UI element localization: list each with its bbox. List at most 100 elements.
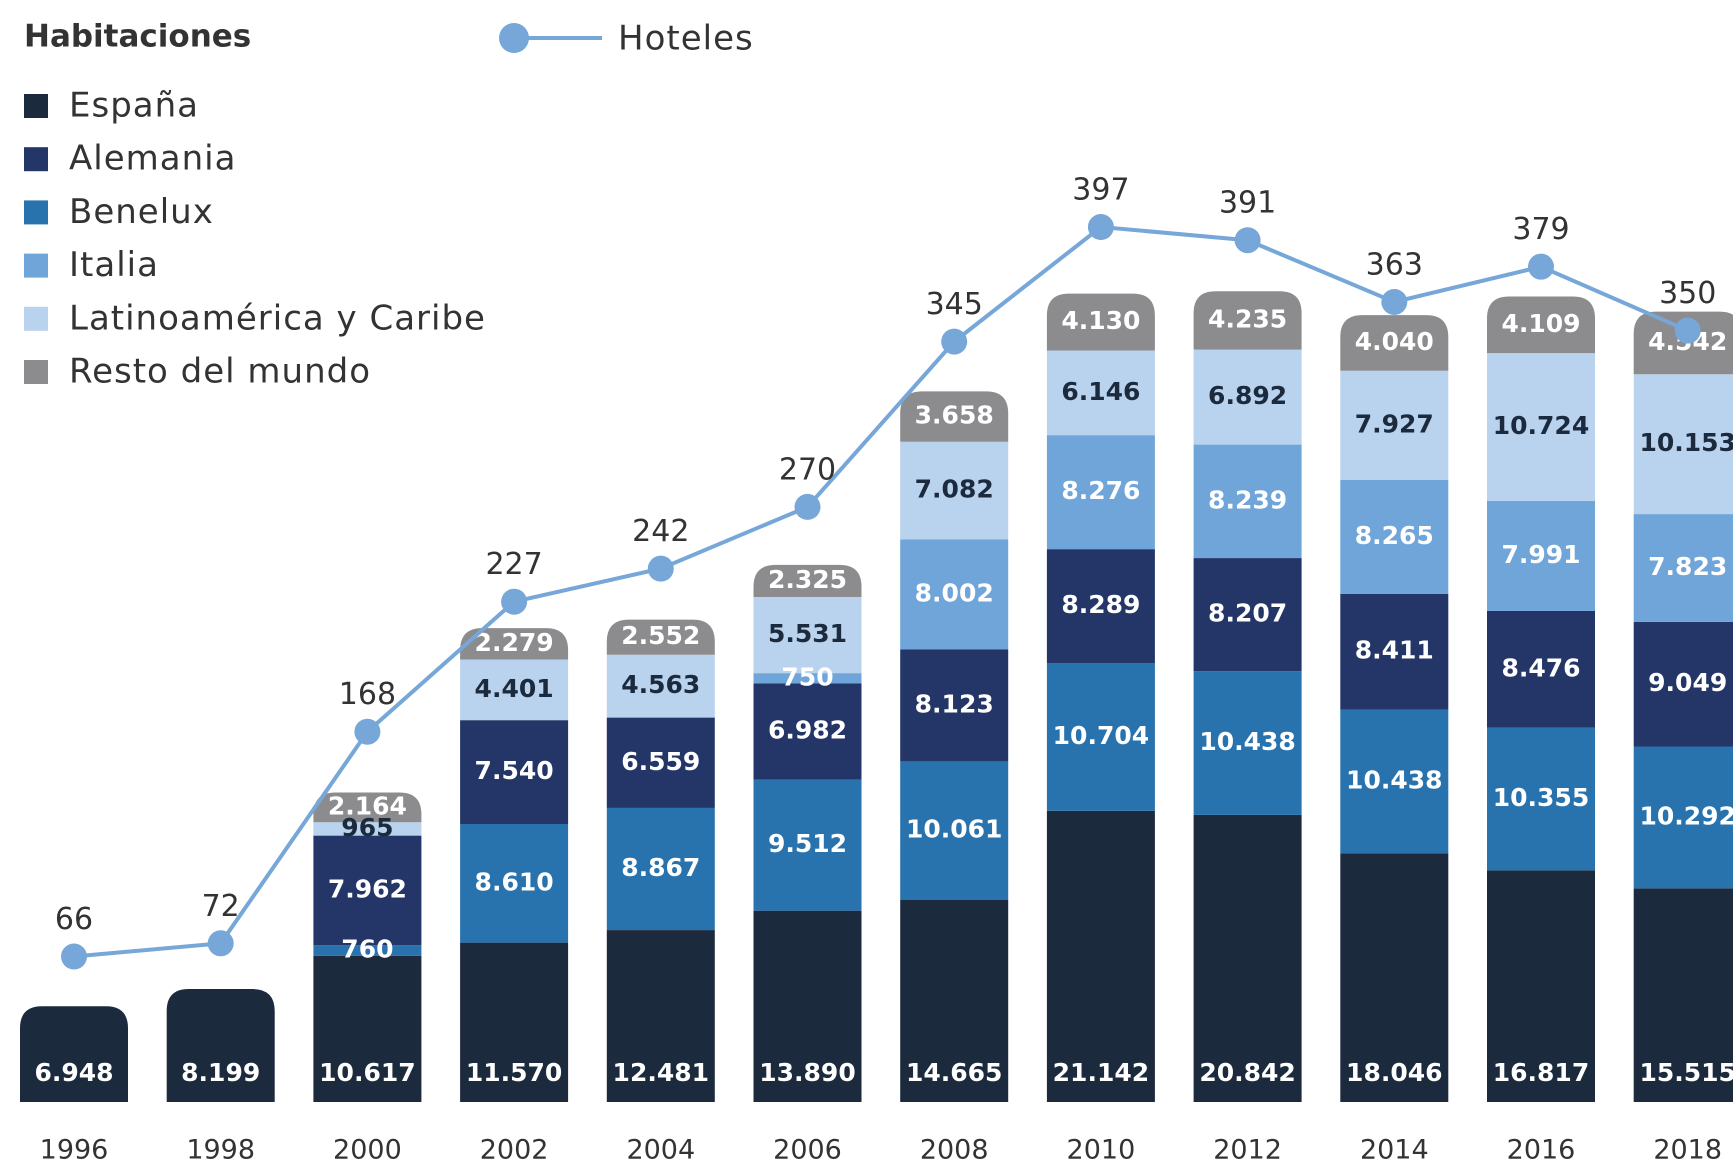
bar-segment (1633, 888, 1733, 1102)
bar-segment (753, 596, 862, 674)
point-label: 363 (1366, 247, 1423, 282)
bar-segment (900, 649, 1009, 762)
value-label: 21.142 (1053, 1058, 1149, 1087)
point-label: 168 (339, 677, 396, 712)
bar-segment (753, 673, 862, 684)
value-label: 7.991 (1501, 540, 1580, 569)
x-tick-label: 2012 (1213, 1135, 1282, 1166)
bar-segment (1046, 350, 1155, 436)
value-label: 14.665 (906, 1058, 1002, 1087)
bar-segment (313, 835, 422, 946)
legend-label: Resto del mundo (69, 352, 371, 392)
value-label: 8.289 (1061, 590, 1140, 619)
point-label: 350 (1659, 276, 1716, 311)
bar-segment (1340, 709, 1449, 854)
value-label: 7.540 (475, 756, 554, 785)
value-label: 8.867 (621, 853, 700, 882)
bar-segment (900, 441, 1009, 540)
value-label: 8.199 (181, 1058, 260, 1087)
bar-segment (460, 824, 569, 943)
legend-swatch (24, 253, 48, 278)
value-label: 7.962 (328, 874, 407, 903)
x-tick-label: 2016 (1507, 1135, 1576, 1166)
bar-segment (900, 391, 1009, 442)
value-label: 2.325 (768, 565, 847, 594)
bar-segment (1487, 870, 1595, 1102)
value-label: 965 (341, 813, 393, 842)
legend-swatch (24, 147, 48, 172)
value-label: 16.817 (1493, 1058, 1589, 1087)
value-label: 12.481 (613, 1058, 709, 1087)
bar-segment (1487, 727, 1595, 871)
bar-segment (460, 628, 569, 660)
value-label: 2.279 (475, 628, 554, 657)
bar-segment (1193, 671, 1302, 815)
bar-segment (1046, 435, 1155, 550)
point-label: 72 (202, 889, 240, 924)
bar-segment (1340, 315, 1449, 371)
bar-segment (1193, 349, 1302, 445)
x-tick-label: 2002 (480, 1135, 549, 1166)
x-tick-label: 2000 (333, 1135, 402, 1166)
line-point (1381, 288, 1408, 315)
x-tick-label: 2014 (1360, 1135, 1429, 1166)
bar-segment (606, 717, 715, 808)
bar-segment (1633, 514, 1733, 622)
x-tick-label: 2006 (773, 1135, 842, 1166)
value-label: 8.610 (475, 867, 554, 896)
value-label: 4.235 (1208, 304, 1287, 333)
value-label: 10.061 (906, 815, 1002, 844)
x-tick-label: 1998 (186, 1135, 255, 1166)
legend-label: España (69, 86, 199, 126)
value-label: 15.515 (1639, 1058, 1733, 1087)
bar-segment (313, 955, 422, 1102)
value-label: 10.292 (1639, 801, 1733, 830)
value-label: 6.559 (621, 747, 700, 776)
legend-swatch (24, 200, 48, 225)
line-point (1674, 317, 1701, 344)
value-label: 8.411 (1355, 636, 1434, 665)
bar-segment (1340, 853, 1449, 1102)
bar-segment (313, 822, 422, 836)
bar-segment (606, 930, 715, 1102)
value-label: 10.724 (1493, 411, 1589, 440)
point-label: 242 (632, 514, 689, 549)
bar-segment (900, 539, 1009, 650)
line-point (1528, 253, 1554, 280)
value-label: 6.146 (1061, 377, 1140, 406)
bar-segment (1046, 549, 1155, 664)
line-point (941, 328, 968, 355)
bar-segment (313, 945, 422, 956)
line-point (1234, 227, 1261, 254)
legend-swatch (24, 306, 48, 331)
point-label: 379 (1512, 212, 1569, 247)
value-label: 9.049 (1648, 668, 1727, 697)
value-label: 11.570 (466, 1058, 562, 1087)
x-tick-label: 1996 (40, 1135, 109, 1166)
bar-segment (1193, 814, 1302, 1102)
bar-segment (753, 564, 862, 597)
value-label: 6.892 (1208, 381, 1287, 410)
value-label: 2.164 (328, 791, 407, 820)
value-label: 9.512 (768, 829, 847, 858)
bar-segment (900, 899, 1009, 1102)
point-label: 345 (926, 287, 983, 322)
line-point (794, 493, 821, 520)
x-tick-label: 2004 (626, 1135, 695, 1166)
bar-segment (753, 779, 862, 911)
point-label: 270 (779, 452, 836, 487)
value-label: 10.153 (1639, 428, 1733, 457)
value-label: 4.401 (475, 674, 554, 703)
bar-segment (1487, 610, 1595, 728)
bar-segment (1633, 374, 1733, 515)
bar-segment (1633, 621, 1733, 747)
legend-label: Hoteles (618, 19, 754, 59)
bar-segment (1193, 291, 1302, 350)
value-label: 10.438 (1346, 766, 1442, 795)
legend-swatch (24, 360, 48, 384)
value-label: 6.982 (768, 716, 847, 745)
line-point (207, 930, 234, 957)
bar-segment (20, 1006, 128, 1102)
value-label: 7.082 (915, 475, 994, 504)
legend-label: Benelux (69, 192, 214, 232)
